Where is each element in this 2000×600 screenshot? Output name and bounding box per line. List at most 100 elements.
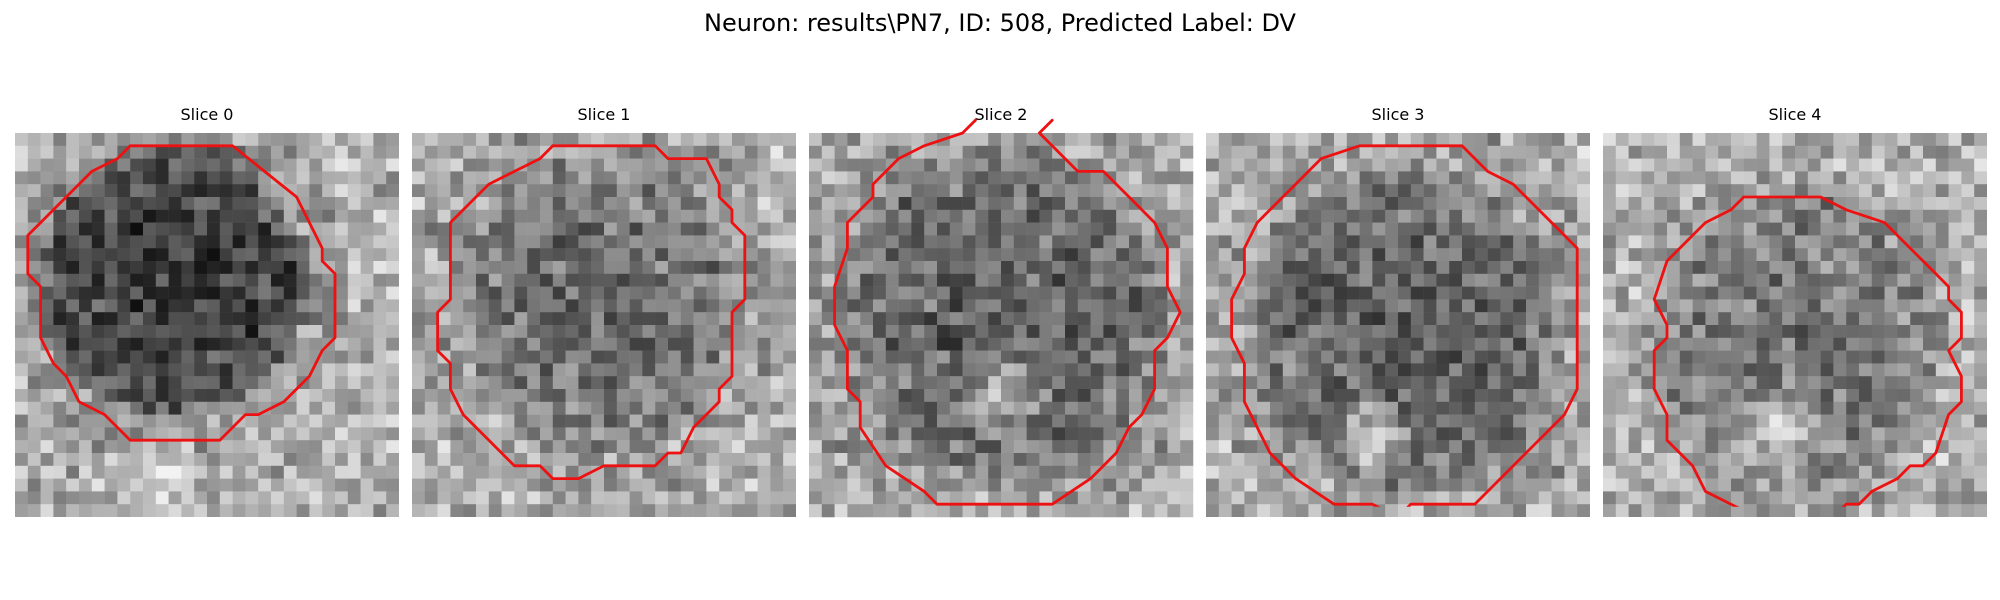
pixel-cell xyxy=(809,376,823,390)
pixel-cell xyxy=(245,273,259,287)
pixel-cell xyxy=(1013,478,1027,492)
pixel-cell xyxy=(258,427,272,441)
pixel-cell xyxy=(1705,325,1719,339)
pixel-cell xyxy=(437,478,451,492)
pixel-cell xyxy=(1334,235,1348,249)
pixel-cell xyxy=(1910,440,1924,454)
pixel-cell xyxy=(207,171,221,185)
pixel-cell xyxy=(527,440,541,454)
pixel-cell xyxy=(1141,222,1155,236)
pixel-cell xyxy=(1820,363,1834,377)
pixel-cell xyxy=(1372,273,1386,287)
pixel-cell xyxy=(143,389,157,403)
pixel-cell xyxy=(1833,389,1847,403)
pixel-cell xyxy=(1731,363,1745,377)
pixel-cell xyxy=(271,209,285,223)
pixel-cell xyxy=(1871,235,1885,249)
pixel-cell xyxy=(1603,389,1617,403)
pixel-cell xyxy=(527,286,541,300)
pixel-cell xyxy=(168,350,182,364)
pixel-cell xyxy=(1013,337,1027,351)
pixel-cell xyxy=(949,145,963,159)
pixel-cell xyxy=(450,273,464,287)
pixel-cell xyxy=(616,427,630,441)
pixel-cell xyxy=(1206,350,1220,364)
pixel-cell xyxy=(1859,171,1873,185)
pixel-cell xyxy=(1756,350,1770,364)
pixel-cell xyxy=(1667,145,1681,159)
pixel-cell xyxy=(616,414,630,428)
pixel-cell xyxy=(1065,312,1079,326)
pixel-cell xyxy=(1346,171,1360,185)
pixel-cell xyxy=(1795,197,1809,211)
pixel-cell xyxy=(1257,197,1271,211)
pixel-cell xyxy=(1449,184,1463,198)
pixel-cell xyxy=(66,325,80,339)
pixel-cell xyxy=(783,491,796,505)
pixel-cell xyxy=(386,465,399,479)
pixel-cell xyxy=(591,261,605,275)
pixel-cell xyxy=(1462,504,1476,517)
pixel-cell xyxy=(937,440,951,454)
pixel-cell xyxy=(1270,504,1284,517)
pixel-cell xyxy=(1282,299,1296,313)
pixel-cell xyxy=(1923,389,1937,403)
pixel-cell xyxy=(1974,273,1987,287)
pixel-cell xyxy=(347,504,361,517)
pixel-cell xyxy=(1833,133,1847,147)
pixel-cell xyxy=(565,350,579,364)
pixel-cell xyxy=(1923,504,1937,517)
pixel-cell xyxy=(1782,376,1796,390)
pixel-cell xyxy=(949,453,963,467)
pixel-cell xyxy=(15,453,29,467)
pixel-cell xyxy=(1218,286,1232,300)
pixel-cell xyxy=(527,389,541,403)
pixel-cell xyxy=(757,299,771,313)
pixel-cell xyxy=(1679,376,1693,390)
pixel-cell xyxy=(40,337,54,351)
pixel-cell xyxy=(335,337,349,351)
pixel-cell xyxy=(1654,158,1668,172)
pixel-cell xyxy=(232,312,246,326)
pixel-cell xyxy=(1820,184,1834,198)
pixel-cell xyxy=(155,427,169,441)
pixel-cell xyxy=(1923,145,1937,159)
pixel-cell xyxy=(1884,504,1898,517)
pixel-cell xyxy=(91,389,105,403)
pixel-cell xyxy=(809,222,823,236)
pixel-cell xyxy=(181,145,195,159)
pixel-cell xyxy=(15,235,29,249)
pixel-cell xyxy=(1692,171,1706,185)
pixel-cell xyxy=(873,261,887,275)
pixel-cell xyxy=(860,376,874,390)
pixel-cell xyxy=(1334,133,1348,147)
pixel-cell xyxy=(437,312,451,326)
pixel-cell xyxy=(1154,478,1168,492)
pixel-cell xyxy=(373,299,387,313)
pixel-cell xyxy=(540,337,554,351)
pixel-cell xyxy=(655,299,669,313)
pixel-cell xyxy=(1615,504,1629,517)
pixel-cell xyxy=(1910,197,1924,211)
pixel-cell xyxy=(924,222,938,236)
pixel-cell xyxy=(1961,145,1975,159)
pixel-cell xyxy=(207,376,221,390)
pixel-cell xyxy=(1859,133,1873,147)
pixel-cell xyxy=(1410,133,1424,147)
pixel-cell xyxy=(1270,261,1284,275)
pixel-cell xyxy=(706,273,720,287)
pixel-cell xyxy=(117,197,131,211)
pixel-cell xyxy=(783,184,796,198)
pixel-cell xyxy=(104,222,118,236)
pixel-cell xyxy=(232,273,246,287)
pixel-cell xyxy=(629,171,643,185)
pixel-cell xyxy=(629,453,643,467)
pixel-cell xyxy=(1974,286,1987,300)
pixel-cell xyxy=(527,478,541,492)
slice-title-3: Slice 3 xyxy=(1371,105,1425,124)
pixel-cell xyxy=(1001,286,1015,300)
pixel-cell xyxy=(1385,325,1399,339)
pixel-cell xyxy=(1410,222,1424,236)
pixel-cell xyxy=(847,491,861,505)
pixel-cell xyxy=(873,363,887,377)
